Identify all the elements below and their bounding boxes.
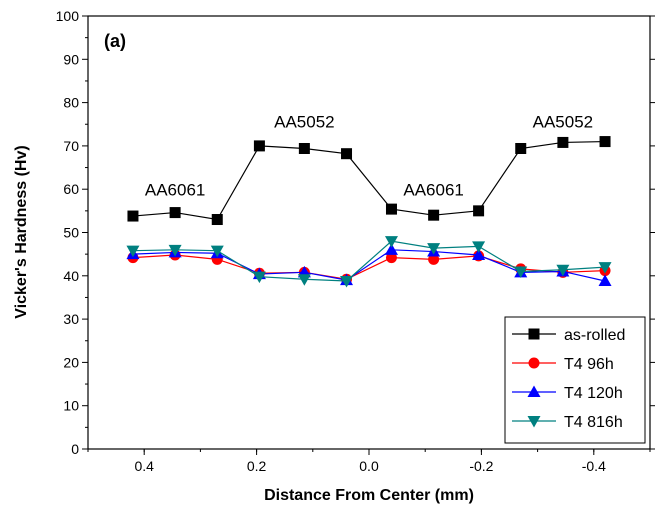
x-tick-label: 0.0 xyxy=(359,458,379,474)
data-point xyxy=(598,274,612,286)
y-tick-label: 60 xyxy=(63,181,79,197)
annotation-label: AA5052 xyxy=(274,113,335,132)
legend-box xyxy=(504,316,646,444)
legend-item: T4 816h xyxy=(512,414,623,431)
data-point xyxy=(168,244,182,257)
x-tick-label: 0.2 xyxy=(247,458,267,474)
data-point xyxy=(384,236,398,248)
legend-swatch-marker xyxy=(528,357,540,369)
y-axis: 0 10 20 30 40 50 60 70 80 90 100 xyxy=(56,8,655,457)
data-point xyxy=(472,241,486,253)
data-point xyxy=(126,245,140,258)
y-tick-label: 20 xyxy=(63,354,79,370)
panel-label: (a) xyxy=(104,31,126,51)
legend-swatch-marker xyxy=(528,328,540,340)
series-line xyxy=(132,240,606,282)
y-tick-label: 10 xyxy=(63,398,79,414)
x-tick-label: -0.4 xyxy=(582,458,606,474)
legend-item: as-rolled xyxy=(512,327,625,344)
series-as-rolled xyxy=(127,136,611,226)
data-point xyxy=(211,214,223,226)
data-point xyxy=(127,210,139,222)
data-point xyxy=(514,266,528,278)
annotation-label: AA6061 xyxy=(403,181,464,200)
legend-label: as-rolled xyxy=(564,327,625,344)
legend-label: T4 120h xyxy=(564,385,623,402)
legend-item: T4 120h xyxy=(512,385,623,402)
annotation-label: AA6061 xyxy=(145,181,206,200)
data-point xyxy=(253,140,265,152)
annotation-label: AA5052 xyxy=(533,113,594,132)
x-axis: 0.4 0.2 0.0 -0.2 -0.4 xyxy=(87,449,651,474)
series-t4-96h xyxy=(127,249,611,285)
x-axis-title: Distance From Center (mm) xyxy=(264,487,474,504)
data-point xyxy=(385,252,397,264)
data-point xyxy=(298,142,310,154)
series-t4-816h xyxy=(126,236,612,288)
series-line xyxy=(132,249,606,282)
y-tick-label: 100 xyxy=(56,8,80,24)
data-point xyxy=(169,207,181,219)
data-point xyxy=(427,243,441,255)
data-point xyxy=(384,243,398,255)
series-line xyxy=(132,140,606,221)
data-point xyxy=(557,136,569,148)
y-tick-label: 50 xyxy=(63,225,79,241)
x-tick-label: -0.2 xyxy=(469,458,493,474)
data-point xyxy=(599,136,611,148)
y-tick-label: 80 xyxy=(63,95,79,111)
legend-items: as-rolled T4 96h T4 120h T4 816h xyxy=(512,327,625,431)
data-point xyxy=(428,209,440,221)
legend-swatch-marker xyxy=(527,416,541,428)
y-axis-title: Vicker's Hardness (Hv) xyxy=(13,145,30,318)
legend: as-rolled T4 96h T4 120h T4 816h xyxy=(504,316,646,444)
data-point xyxy=(598,262,612,274)
annotation-layer: AA6061 AA5052 AA6061 AA5052 xyxy=(145,113,593,200)
data-point xyxy=(340,275,354,288)
plot-area: 0 10 20 30 40 50 60 70 80 90 100 0.4 0.2 0.0 -0.2 -0.4… xyxy=(56,8,655,474)
data-point xyxy=(385,203,397,215)
data-point xyxy=(515,142,527,154)
data-point xyxy=(473,205,485,217)
legend-swatch-marker xyxy=(527,385,541,397)
y-tick-label: 90 xyxy=(63,51,79,67)
data-point xyxy=(428,253,440,265)
x-tick-label: 0.4 xyxy=(134,458,154,474)
legend-item: T4 96h xyxy=(512,356,614,373)
y-tick-label: 30 xyxy=(63,311,79,327)
y-tick-label: 0 xyxy=(71,441,79,457)
series-line xyxy=(132,254,606,280)
data-point xyxy=(252,271,266,284)
data-point xyxy=(210,245,224,258)
series-layer xyxy=(126,136,612,288)
data-point xyxy=(297,274,311,286)
data-point xyxy=(472,248,486,261)
legend-label: T4 96h xyxy=(564,356,614,373)
y-tick-label: 40 xyxy=(63,268,79,284)
data-point xyxy=(556,264,570,277)
legend-label: T4 816h xyxy=(564,414,623,431)
data-point xyxy=(341,148,353,160)
y-tick-label: 70 xyxy=(63,138,79,154)
